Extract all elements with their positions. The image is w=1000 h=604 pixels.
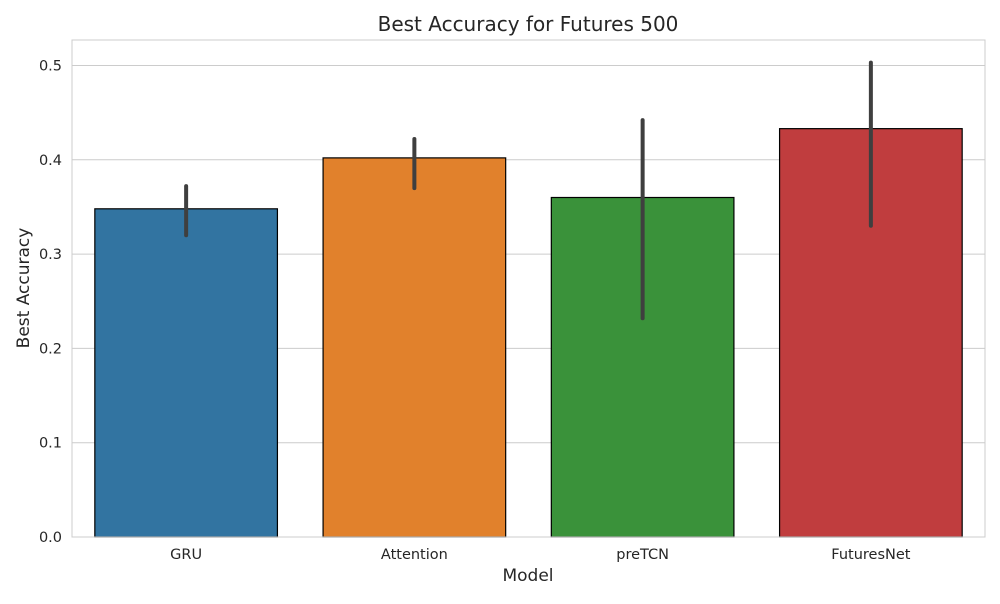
x-tick-label: preTCN <box>616 547 669 563</box>
y-tick-label: 0.2 <box>39 341 62 357</box>
x-tick-labels: GRU Attention preTCN FuturesNet <box>170 547 911 563</box>
y-tick-label: 0.4 <box>39 153 62 169</box>
x-tick-label: FuturesNet <box>831 547 910 563</box>
bar-gru <box>94 208 279 538</box>
bar-attention <box>322 157 507 538</box>
plot-frame <box>71 39 986 538</box>
y-axis-label: Best Accuracy <box>14 228 34 349</box>
x-tick-label: Attention <box>381 547 448 563</box>
y-tick-label: 0.1 <box>39 436 62 452</box>
error-bars <box>184 60 873 321</box>
y-tick-label: 0.0 <box>39 530 62 546</box>
y-tick-labels: 0.0 0.1 0.2 0.3 0.4 0.5 <box>39 58 62 546</box>
x-axis-label: Model <box>502 566 553 586</box>
y-tick-label: 0.3 <box>39 247 62 263</box>
chart-title: Best Accuracy for Futures 500 <box>378 12 679 36</box>
bars <box>94 128 963 538</box>
y-tick-label: 0.5 <box>39 58 62 74</box>
x-tick-label: GRU <box>170 547 202 563</box>
